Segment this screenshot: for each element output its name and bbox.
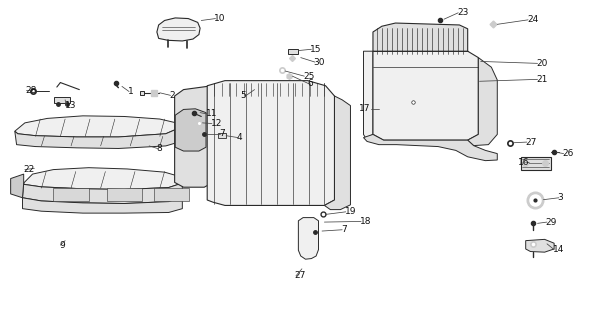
Polygon shape <box>468 58 497 146</box>
Polygon shape <box>22 197 182 213</box>
Polygon shape <box>107 188 142 201</box>
Text: 15: 15 <box>310 45 321 54</box>
Text: 12: 12 <box>211 119 222 128</box>
Text: 4: 4 <box>237 133 243 142</box>
Text: 30: 30 <box>314 58 325 67</box>
Text: 17: 17 <box>359 104 371 113</box>
Text: 27: 27 <box>526 138 537 147</box>
Polygon shape <box>324 96 350 210</box>
Text: 24: 24 <box>527 15 538 24</box>
Text: 28: 28 <box>25 86 36 95</box>
Text: 2: 2 <box>169 91 175 100</box>
Text: 13: 13 <box>65 101 76 110</box>
Text: 8: 8 <box>156 144 162 153</box>
Text: 23: 23 <box>457 8 468 17</box>
Polygon shape <box>154 188 189 201</box>
Polygon shape <box>363 51 373 138</box>
Text: 14: 14 <box>553 245 564 254</box>
Polygon shape <box>15 116 178 137</box>
Polygon shape <box>15 129 179 148</box>
Polygon shape <box>175 86 213 187</box>
Polygon shape <box>11 174 24 198</box>
Polygon shape <box>22 183 182 204</box>
Polygon shape <box>24 168 182 189</box>
Text: 25: 25 <box>303 72 314 81</box>
Polygon shape <box>298 218 318 259</box>
Polygon shape <box>54 97 70 103</box>
Polygon shape <box>140 91 144 95</box>
Text: 5: 5 <box>240 91 246 100</box>
Text: 1: 1 <box>128 87 134 96</box>
Polygon shape <box>53 188 89 201</box>
Polygon shape <box>363 134 497 161</box>
Text: 22: 22 <box>24 165 35 174</box>
Text: 26: 26 <box>562 149 574 158</box>
Text: 20: 20 <box>536 59 548 68</box>
Text: 18: 18 <box>360 217 371 226</box>
Text: 9: 9 <box>59 241 65 250</box>
Text: 6: 6 <box>308 79 314 88</box>
Text: 29: 29 <box>546 218 557 227</box>
Text: 27: 27 <box>295 271 306 280</box>
Polygon shape <box>373 23 468 56</box>
Text: 21: 21 <box>536 75 548 84</box>
Polygon shape <box>526 239 554 252</box>
Text: 10: 10 <box>214 14 226 23</box>
Text: 19: 19 <box>345 207 356 216</box>
Polygon shape <box>157 18 200 41</box>
Text: 7: 7 <box>341 225 347 234</box>
Polygon shape <box>218 133 226 138</box>
Polygon shape <box>373 51 478 140</box>
Polygon shape <box>288 49 298 54</box>
Polygon shape <box>207 81 334 205</box>
Text: 16: 16 <box>518 158 529 167</box>
Polygon shape <box>521 157 551 170</box>
Text: 7: 7 <box>219 129 225 138</box>
Text: 11: 11 <box>206 109 217 118</box>
Text: 3: 3 <box>558 193 564 202</box>
Polygon shape <box>175 109 206 151</box>
